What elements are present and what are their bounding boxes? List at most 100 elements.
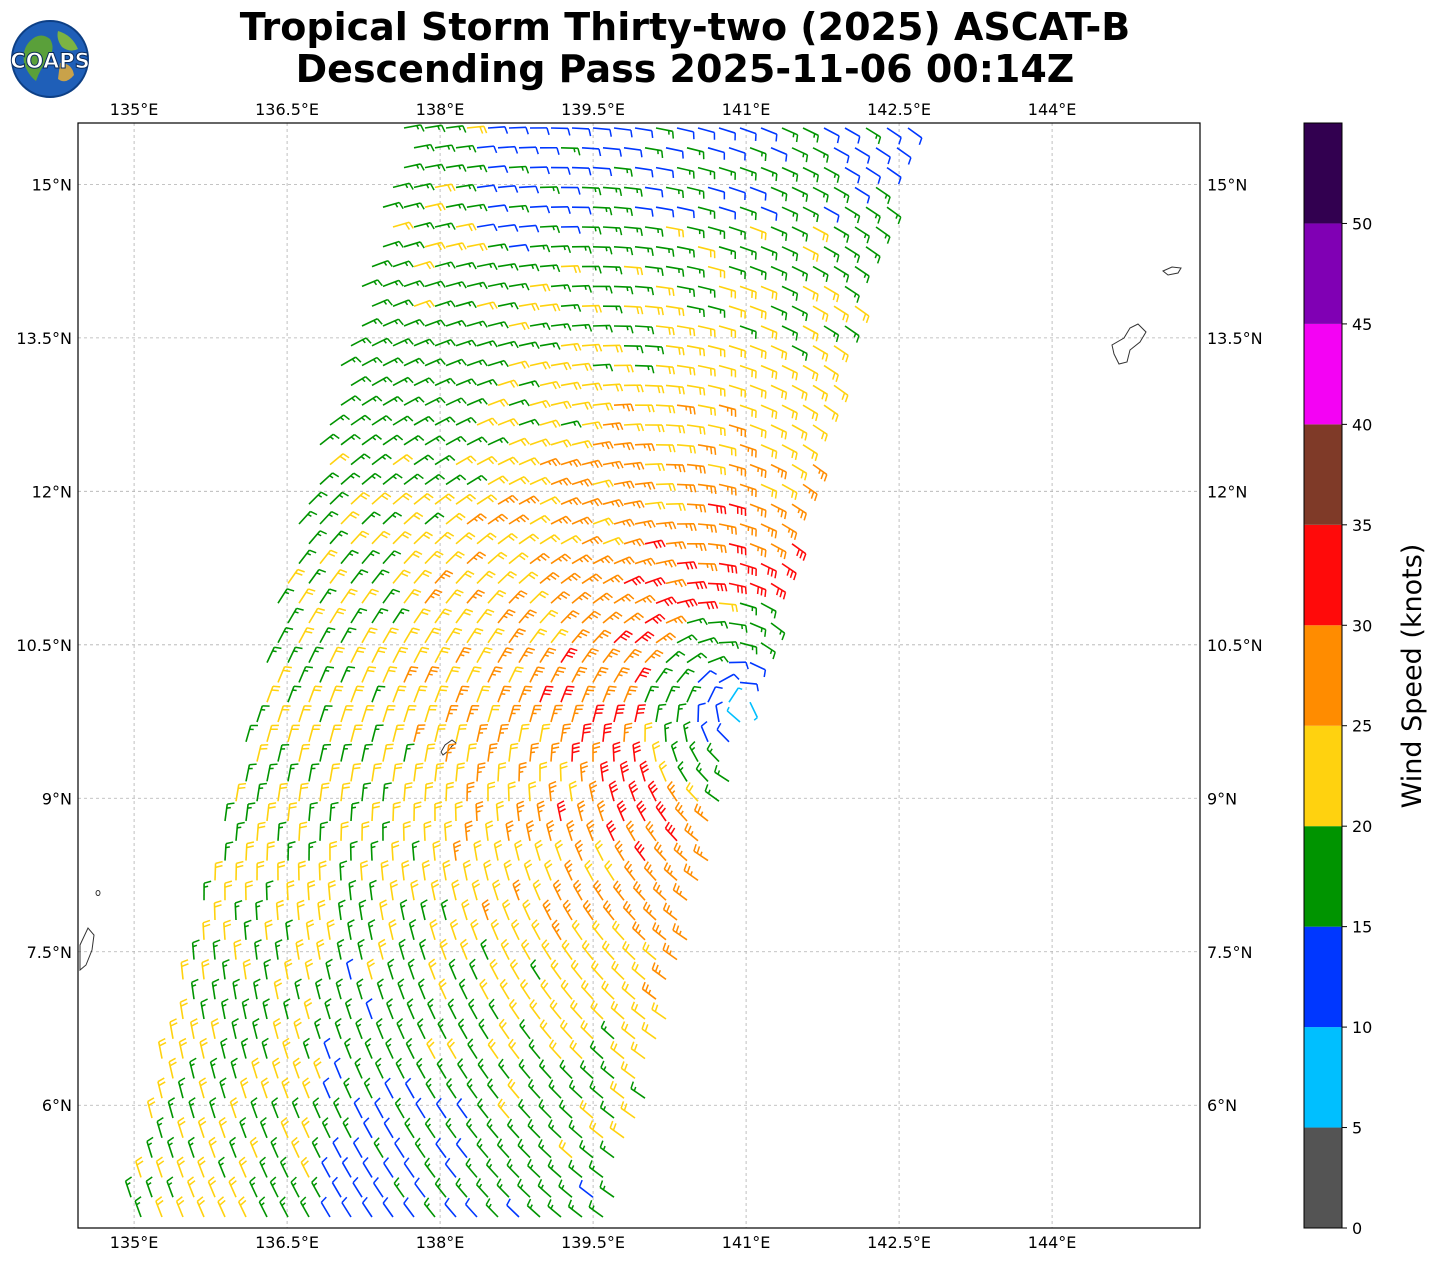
wind-barb — [613, 285, 634, 295]
wind-barb — [559, 1019, 573, 1040]
wind-barb — [854, 147, 871, 164]
wind-barb — [581, 939, 594, 961]
wind-barb — [518, 380, 540, 388]
wind-barb — [455, 144, 477, 153]
wind-barb — [434, 493, 455, 505]
wind-barb — [322, 1077, 331, 1099]
wind-barb — [728, 622, 748, 633]
wind-barb — [683, 863, 699, 882]
lon-tick-label-bottom: 144°E — [1028, 1233, 1077, 1252]
wind-barb — [343, 1077, 352, 1099]
wind-barb — [408, 918, 417, 941]
wind-barb — [448, 958, 457, 980]
wind-barb — [718, 483, 737, 496]
wind-barb — [592, 440, 614, 450]
wind-barb — [340, 511, 360, 525]
wind-barb — [697, 444, 717, 455]
wind-barb — [651, 740, 661, 762]
wind-barb — [539, 496, 561, 505]
wind-barb — [560, 186, 581, 195]
wind-barb — [602, 900, 615, 921]
wind-barb — [547, 1119, 562, 1139]
wind-barb — [391, 840, 400, 861]
wind-barb — [279, 1156, 289, 1178]
wind-barb — [551, 919, 562, 941]
wind-barb — [823, 404, 839, 422]
wind-barb — [599, 760, 609, 782]
wind-barb — [749, 582, 767, 598]
wind-barb — [457, 1058, 468, 1079]
wind-barb — [718, 364, 737, 378]
wind-barb — [434, 222, 456, 230]
wind-barb — [707, 186, 726, 200]
wind-barb — [392, 376, 414, 387]
wind-barb — [676, 634, 698, 644]
wind-barb — [424, 124, 446, 133]
wind-barb — [484, 820, 494, 841]
wind-barb — [425, 1077, 436, 1099]
wind-barb — [592, 741, 601, 762]
gridlines — [78, 123, 1200, 1228]
wind-barb — [592, 285, 613, 294]
wind-barb — [266, 685, 281, 703]
wind-barb — [202, 919, 211, 940]
wind-barb — [418, 938, 427, 960]
wind-barb — [350, 763, 362, 782]
wind-barb — [350, 607, 368, 624]
wind-barb — [340, 472, 361, 486]
wind-barb — [634, 285, 655, 296]
wind-barb — [823, 166, 840, 183]
wind-barb — [749, 543, 767, 558]
wind-barb — [403, 473, 424, 486]
wind-barb — [405, 1037, 415, 1059]
wind-barb — [397, 978, 405, 1000]
wind-barb — [802, 364, 819, 382]
wind-barb — [508, 666, 524, 683]
wind-barb — [403, 705, 417, 723]
wind-barb — [298, 588, 316, 604]
wind-barb — [466, 164, 488, 173]
wind-barb — [424, 473, 446, 486]
wind-barb — [487, 437, 509, 446]
wind-barb — [507, 1078, 520, 1099]
wind-barb — [539, 186, 560, 195]
wind-barb — [168, 1057, 177, 1079]
wind-barb — [416, 1018, 426, 1040]
wind-barb — [568, 1159, 583, 1179]
wind-barb — [579, 1060, 594, 1079]
wind-barb — [514, 839, 523, 861]
wind-barb — [550, 361, 572, 371]
wind-barb — [518, 302, 540, 311]
wind-barb — [590, 960, 604, 980]
wind-barb — [488, 998, 499, 1020]
wind-barb — [271, 1057, 281, 1079]
wind-barb — [686, 580, 708, 590]
wind-barb — [613, 480, 635, 489]
wind-barb — [487, 1038, 499, 1060]
wind-barb — [539, 146, 560, 155]
wind-barb — [508, 204, 530, 213]
wind-barb — [560, 225, 581, 234]
wind-barb — [445, 512, 466, 525]
wind-barb — [145, 1176, 153, 1198]
lat-tick-label-left: 10.5°N — [16, 636, 72, 655]
wind-barb — [238, 1156, 247, 1178]
wind-barb — [623, 147, 643, 158]
wind-barb — [581, 226, 602, 235]
wind-barb — [350, 337, 372, 347]
wind-barb — [382, 511, 403, 525]
wind-barb — [508, 998, 520, 1020]
wind-barb — [602, 383, 624, 392]
wind-barb — [308, 685, 323, 703]
wind-barb — [644, 685, 659, 703]
wind-barb — [300, 1156, 310, 1178]
wind-barb — [508, 590, 528, 604]
wind-barb — [308, 607, 325, 624]
wind-barb — [770, 186, 788, 202]
wind-barb — [476, 762, 486, 782]
wind-barb — [451, 879, 460, 901]
wind-barb — [392, 608, 410, 624]
wind-barb — [623, 612, 644, 624]
wind-barb — [298, 549, 317, 565]
wind-barb — [339, 860, 348, 881]
